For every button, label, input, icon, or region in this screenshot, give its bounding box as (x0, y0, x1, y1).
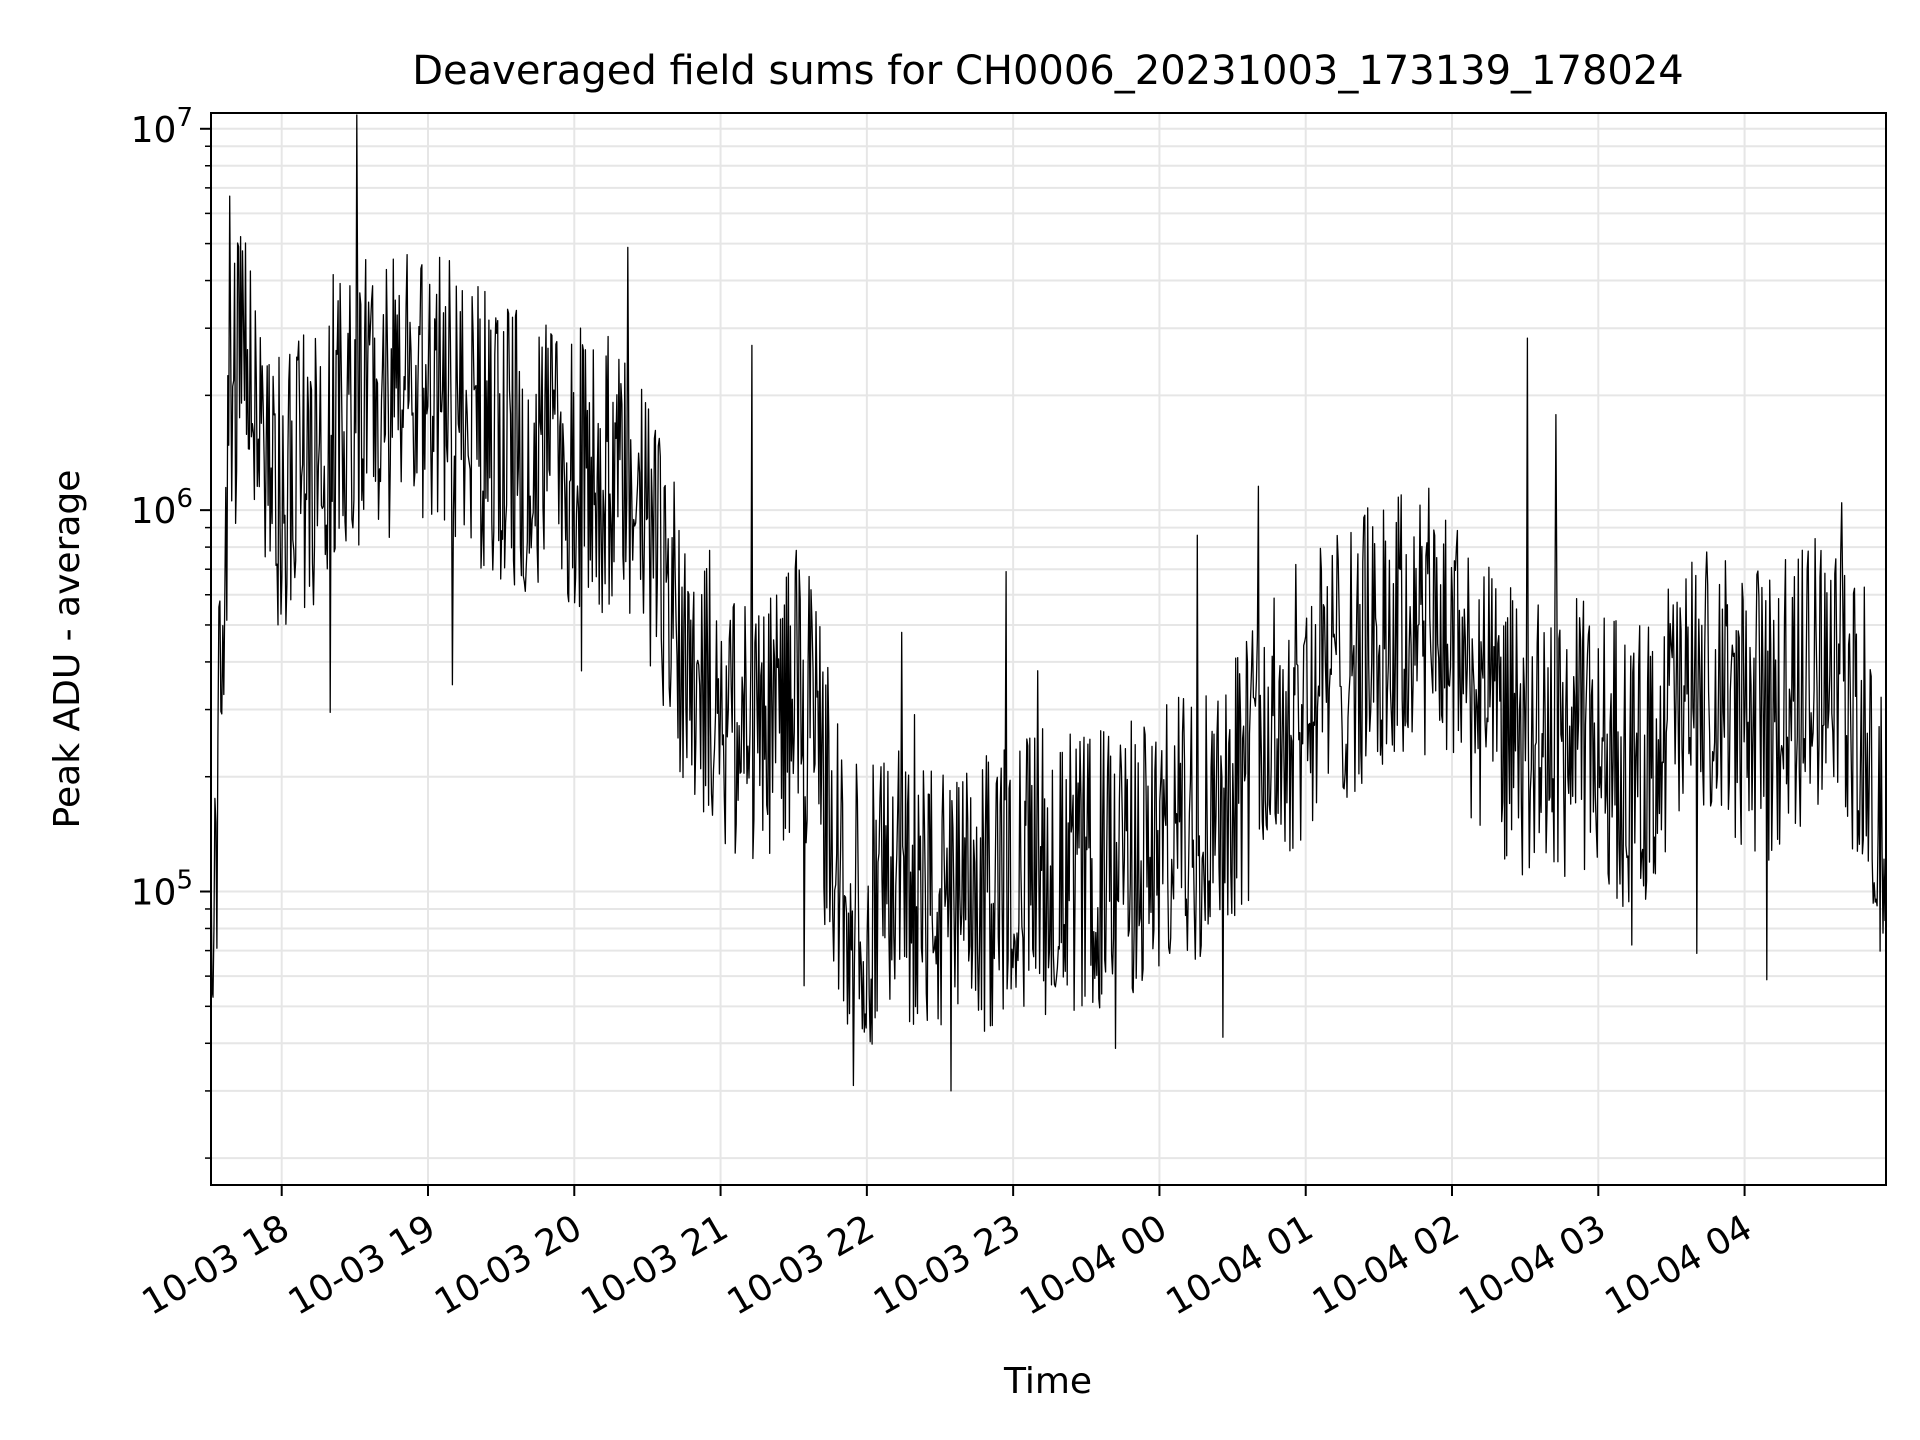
plot-area-frame (210, 112, 1887, 1186)
y-tick-label: 106 (131, 484, 193, 532)
y-axis-ticks: 105 106 107 (131, 103, 211, 1159)
y-tick-label: 107 (131, 103, 193, 151)
chart-title: Deaveraged field sums for CH0006_2023100… (412, 48, 1684, 94)
grid (211, 113, 1886, 1185)
series-line (210, 114, 1887, 1092)
y-axis-label: Peak ADU - average (47, 470, 88, 829)
y-tick-label: 105 (131, 866, 193, 914)
series-layer (210, 114, 1887, 1092)
x-axis-label: Time (1003, 1361, 1092, 1402)
